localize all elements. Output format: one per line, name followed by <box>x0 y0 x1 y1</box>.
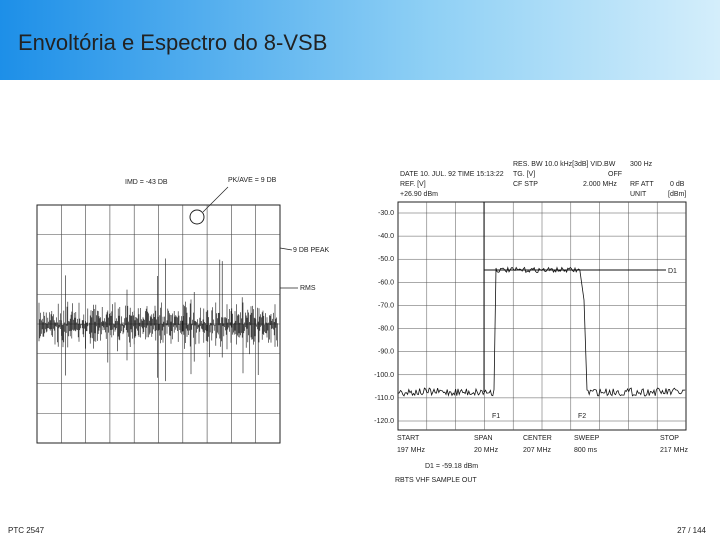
footer-label: START <box>397 435 420 442</box>
header-line: RES. BW 10.0 kHz[3dB] VID.BW <box>513 161 616 168</box>
y-label: -120.0 <box>374 418 394 425</box>
header-line: OFF <box>608 171 622 178</box>
header-line: DATE 10. JUL. 92 TIME 15:13:22 <box>400 171 504 178</box>
label: RMS <box>300 285 316 292</box>
y-label: -70.0 <box>378 302 394 309</box>
y-label: -40.0 <box>378 233 394 240</box>
footer-label: SWEEP <box>574 435 600 442</box>
header-line: TG. [V] <box>513 171 535 178</box>
y-label: -90.0 <box>378 349 394 356</box>
footer-label: STOP <box>660 435 679 442</box>
header-line: CF STP <box>513 181 538 188</box>
peak-circle <box>189 209 205 225</box>
footer-label: RBTS VHF SAMPLE OUT <box>395 477 477 484</box>
header-line: RF ATT <box>630 181 654 188</box>
y-label: -50.0 <box>378 256 394 263</box>
label: IMD = -43 DB <box>125 179 168 186</box>
footer-label: 197 MHz <box>397 447 426 454</box>
page-number: 27 / 144 <box>677 526 706 535</box>
slide-title: Envoltória e Espectro do 8-VSB <box>18 30 327 55</box>
y-label: -100.0 <box>374 372 394 379</box>
footer-label: 800 ms <box>574 447 597 454</box>
header-line: [dBm] <box>668 191 686 198</box>
marker: D1 <box>668 268 677 275</box>
footer-label: 207 MHz <box>523 447 552 454</box>
header-line: +26.90 dBm <box>400 191 438 198</box>
header-line: 300 Hz <box>630 161 653 168</box>
header-line: REF. [V] <box>400 181 426 188</box>
header-line: 0 dB <box>670 181 685 188</box>
title-bar <box>0 0 720 80</box>
footer-label: SPAN <box>474 435 493 442</box>
marker: F1 <box>492 413 500 420</box>
envelope-trace <box>38 258 278 382</box>
y-label: -60.0 <box>378 279 394 286</box>
leader <box>202 186 229 213</box>
header-line: 2.000 MHz <box>583 181 617 188</box>
leader <box>279 247 293 251</box>
course-code: PTC 2547 <box>8 526 45 535</box>
label: PK/AVE = 9 DB <box>228 177 277 184</box>
footer-label: D1 = -59.18 dBm <box>425 463 478 470</box>
y-label: -80.0 <box>378 326 394 333</box>
envelope-figure: IMD = -43 DB PK/AVE = 9 DB 9 DB PEAK RMS <box>36 177 330 444</box>
footer-label: 217 MHz <box>660 447 689 454</box>
label: 9 DB PEAK <box>293 247 330 254</box>
footer-label: 20 MHz <box>474 447 499 454</box>
marker: F2 <box>578 413 586 420</box>
footer-label: CENTER <box>523 435 552 442</box>
y-label: -30.0 <box>378 210 394 217</box>
spectrum-trace <box>397 266 686 397</box>
spectrum-figure: RES. BW 10.0 kHz[3dB] VID.BW 300 Hz DATE… <box>374 161 688 484</box>
header-line: UNIT <box>630 191 647 198</box>
y-label: -110.0 <box>375 395 394 402</box>
